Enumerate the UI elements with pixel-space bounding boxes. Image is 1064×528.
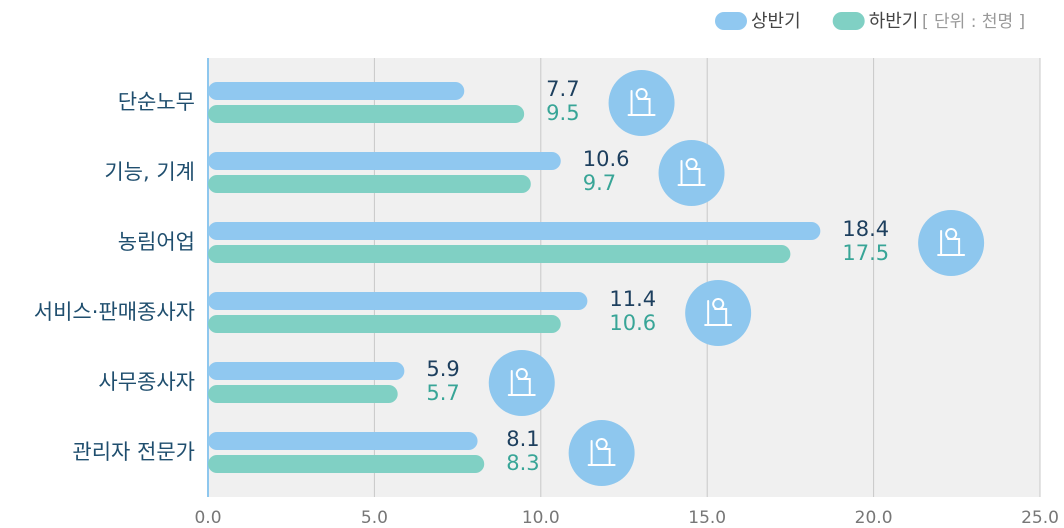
bar bbox=[208, 175, 531, 193]
x-tick-label: 5.0 bbox=[361, 508, 388, 528]
value-label: 9.7 bbox=[583, 171, 616, 195]
x-tick-label: 20.0 bbox=[855, 508, 893, 528]
bar bbox=[208, 455, 485, 473]
bar bbox=[208, 222, 821, 240]
x-tick-label: 15.0 bbox=[688, 508, 726, 528]
category-icon bbox=[918, 210, 985, 276]
icon-glyph bbox=[704, 298, 733, 326]
icon-circle bbox=[658, 140, 725, 206]
bar bbox=[208, 245, 791, 263]
bar bbox=[208, 105, 525, 123]
category-label: 사무종사자 bbox=[98, 370, 195, 394]
x-tick-label: 10.0 bbox=[522, 508, 560, 528]
category-icon bbox=[568, 420, 635, 486]
bar bbox=[208, 385, 398, 403]
value-label: 18.4 bbox=[842, 217, 889, 241]
category-label: 농림어업 bbox=[118, 230, 195, 254]
icon-circle bbox=[568, 420, 635, 486]
value-label: 10.6 bbox=[583, 147, 630, 171]
category-label: 관리자 전문가 bbox=[72, 440, 195, 464]
legend-swatch bbox=[715, 12, 747, 30]
icon-circle bbox=[685, 280, 752, 346]
value-label: 17.5 bbox=[842, 241, 889, 265]
bar bbox=[208, 362, 405, 380]
icon-glyph bbox=[587, 438, 616, 466]
category-icon bbox=[685, 280, 752, 346]
icon-circle bbox=[608, 70, 675, 136]
legend-swatch bbox=[832, 12, 865, 30]
plot-background bbox=[208, 58, 1040, 497]
icon-glyph bbox=[677, 158, 706, 186]
category-label: 기능, 기계 bbox=[104, 160, 195, 184]
value-label: 11.4 bbox=[609, 287, 656, 311]
category-label: 서비스·판매종사자 bbox=[34, 300, 195, 324]
bar bbox=[208, 152, 561, 170]
bar bbox=[208, 432, 478, 450]
value-label: 7.7 bbox=[546, 77, 579, 101]
category-icon bbox=[608, 70, 675, 136]
value-label: 10.6 bbox=[609, 311, 656, 335]
bar bbox=[208, 82, 465, 100]
category-label: 단순노무 bbox=[118, 90, 195, 114]
x-tick-label: 25.0 bbox=[1021, 508, 1059, 528]
value-label: 5.9 bbox=[426, 357, 459, 381]
legend-label: 상반기 bbox=[751, 11, 801, 32]
value-label: 8.1 bbox=[506, 427, 539, 451]
icon-glyph bbox=[507, 368, 536, 396]
icon-circle bbox=[488, 350, 555, 416]
icon-glyph bbox=[937, 228, 966, 256]
value-label: 8.3 bbox=[506, 451, 539, 475]
x-tick-label: 0.0 bbox=[194, 508, 221, 528]
unit-label: [ 단위 : 천명 ] bbox=[922, 12, 1025, 32]
legend-label: 하반기 bbox=[869, 11, 919, 32]
bar bbox=[208, 315, 561, 333]
category-icon bbox=[658, 140, 725, 206]
value-label: 9.5 bbox=[546, 101, 579, 125]
value-label: 5.7 bbox=[426, 381, 459, 405]
bar bbox=[208, 292, 588, 310]
icon-circle bbox=[918, 210, 985, 276]
category-icon bbox=[488, 350, 555, 416]
icon-glyph bbox=[627, 88, 656, 116]
